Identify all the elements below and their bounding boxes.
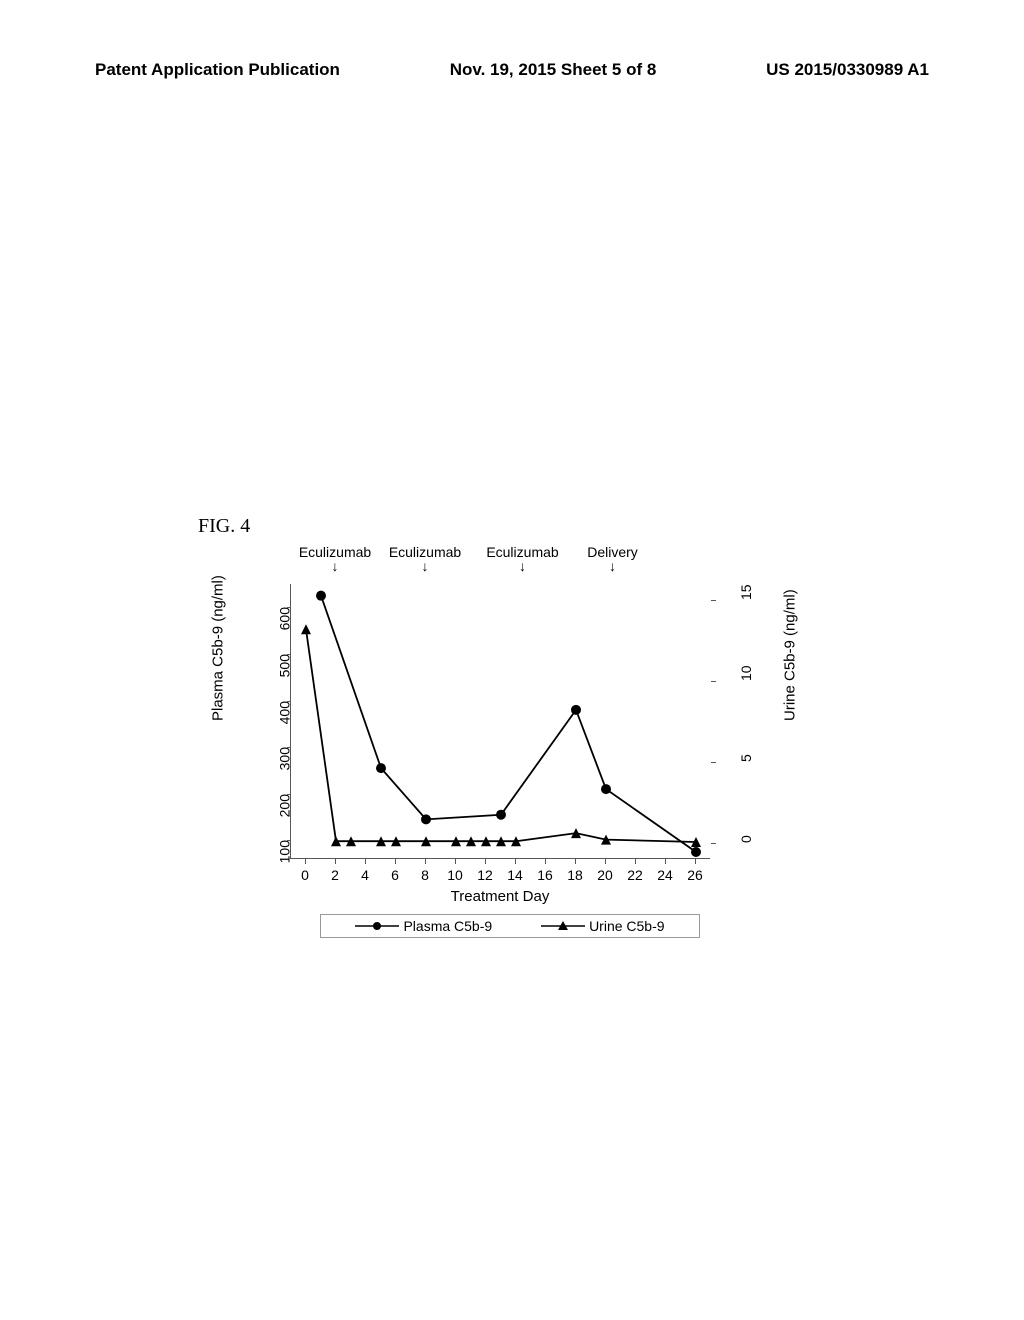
x-tick-mark (575, 859, 576, 864)
figure-label: FIG. 4 (198, 515, 840, 538)
x-tick-label: 12 (477, 867, 493, 883)
data-marker-circle (316, 591, 326, 601)
y-right-tick-label: 10 (738, 665, 754, 681)
series-line (321, 596, 696, 852)
page-header: Patent Application Publication Nov. 19, … (0, 60, 1024, 80)
legend-swatch-circle-icon (355, 919, 399, 933)
x-tick-mark (365, 859, 366, 864)
down-arrow-icon: ↓ (389, 561, 461, 571)
x-tick-label: 16 (537, 867, 553, 883)
down-arrow-icon: ↓ (299, 561, 371, 571)
x-tick-mark (425, 859, 426, 864)
down-arrow-icon: ↓ (587, 561, 638, 571)
dual-axis-line-chart: Eculizumab↓ Eculizumab↓ Eculizumab↓ Deliver… (180, 544, 840, 964)
data-marker-circle (691, 847, 701, 857)
x-tick-mark (485, 859, 486, 864)
x-tick-label: 0 (301, 867, 309, 883)
x-tick-label: 6 (391, 867, 399, 883)
y-left-tick-mark (287, 840, 291, 841)
y-right-tick-mark (711, 681, 716, 682)
legend-swatch-triangle-icon (541, 919, 585, 933)
x-tick-label: 22 (627, 867, 643, 883)
chart-annotation: Eculizumab↓ (486, 544, 558, 571)
data-marker-circle (496, 810, 506, 820)
y-right-tick-label: 0 (738, 835, 754, 843)
y-axis-left-label: Plasma C5b-9 (ng/ml) (210, 575, 227, 721)
x-tick-label: 26 (687, 867, 703, 883)
x-tick-label: 8 (421, 867, 429, 883)
data-marker-circle (601, 784, 611, 794)
data-marker-circle (421, 814, 431, 824)
x-tick-mark (665, 859, 666, 864)
x-tick-label: 10 (447, 867, 463, 883)
legend-label: Urine C5b-9 (589, 918, 664, 934)
x-tick-mark (335, 859, 336, 864)
y-left-tick-mark (287, 794, 291, 795)
y-axis-right-label: Urine C5b-9 (ng/ml) (782, 589, 799, 721)
x-tick-mark (545, 859, 546, 864)
x-tick-mark (305, 859, 306, 864)
header-right: US 2015/0330989 A1 (766, 60, 929, 80)
plot-area (290, 584, 710, 859)
legend-item-plasma: Plasma C5b-9 (355, 918, 492, 934)
y-axis-left: 100200300400500600 (250, 584, 290, 859)
figure-container: FIG. 4 Eculizumab↓Eculizumab↓Eculizumab↓… (180, 515, 840, 964)
y-right-tick-mark (711, 600, 716, 601)
legend-item-urine: Urine C5b-9 (541, 918, 664, 934)
x-tick-label: 2 (331, 867, 339, 883)
chart-svg (291, 584, 711, 859)
x-tick-label: 4 (361, 867, 369, 883)
chart-top-annotations: Eculizumab↓ Eculizumab↓ Eculizumab↓ Deliver… (180, 544, 840, 584)
chart-legend: Plasma C5b-9 Urine C5b-9 (320, 914, 700, 938)
x-tick-mark (515, 859, 516, 864)
data-marker-circle (376, 763, 386, 773)
header-left: Patent Application Publication (95, 60, 340, 80)
x-tick-label: 18 (567, 867, 583, 883)
x-tick-label: 24 (657, 867, 673, 883)
x-tick-mark (635, 859, 636, 864)
chart-annotation: Eculizumab↓ (299, 544, 371, 571)
chart-annotation: Eculizumab↓ (389, 544, 461, 571)
x-axis: 02468101214161820222426 (290, 859, 710, 889)
x-tick-label: 14 (507, 867, 523, 883)
x-tick-mark (605, 859, 606, 864)
y-left-tick-mark (287, 654, 291, 655)
x-tick-mark (395, 859, 396, 864)
legend-label: Plasma C5b-9 (403, 918, 492, 934)
data-marker-triangle (301, 624, 311, 634)
y-right-tick-mark (711, 843, 716, 844)
x-tick-mark (695, 859, 696, 864)
data-marker-circle (571, 705, 581, 715)
y-right-tick-mark (711, 762, 716, 763)
y-left-tick-mark (287, 701, 291, 702)
y-axis-right: 0 5 10 15 (740, 584, 780, 859)
header-center: Nov. 19, 2015 Sheet 5 of 8 (450, 60, 657, 80)
y-right-tick-label: 5 (738, 754, 754, 762)
x-tick-mark (455, 859, 456, 864)
x-tick-label: 20 (597, 867, 613, 883)
chart-annotation: Delivery↓ (587, 544, 638, 571)
y-left-tick-mark (287, 747, 291, 748)
down-arrow-icon: ↓ (486, 561, 558, 571)
x-axis-label: Treatment Day (290, 888, 710, 905)
y-right-tick-label: 15 (738, 585, 754, 601)
y-left-tick-mark (287, 607, 291, 608)
